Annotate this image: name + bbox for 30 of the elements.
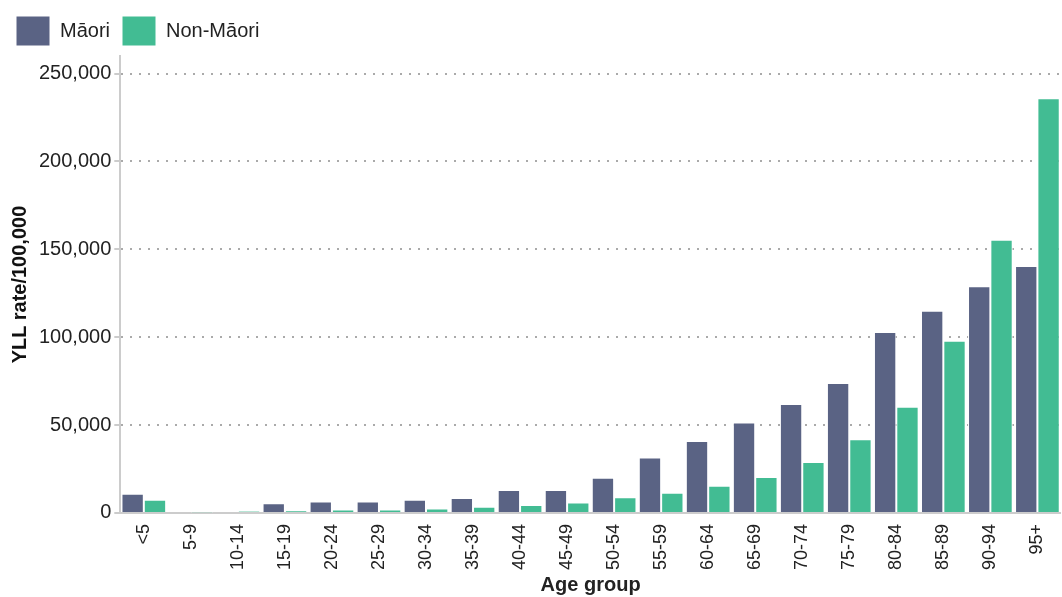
x-tick-label: 10-14 bbox=[226, 523, 247, 571]
x-tick-label: 85-89 bbox=[932, 523, 953, 571]
x-tick-label: 50-54 bbox=[603, 523, 624, 571]
y-tick-label: 200,000 bbox=[39, 148, 112, 171]
x-tick-label: 90-94 bbox=[979, 523, 1000, 571]
x-tick-label: 60-64 bbox=[697, 523, 718, 571]
x-tick-label: 30-34 bbox=[414, 523, 435, 571]
y-tick-label: 50,000 bbox=[50, 412, 112, 435]
x-tick-label: 15-19 bbox=[273, 523, 294, 571]
y-tick-label: 150,000 bbox=[39, 236, 112, 259]
x-tick-label: 45-49 bbox=[556, 523, 577, 571]
x-axis-title: Age group bbox=[540, 572, 641, 595]
y-tick-label: 250,000 bbox=[39, 61, 112, 84]
legend-label: Māori bbox=[60, 18, 111, 41]
x-tick-label: 20-24 bbox=[320, 523, 341, 571]
x-tick-label: 95+ bbox=[1026, 523, 1047, 555]
x-tick-label: 55-59 bbox=[650, 523, 671, 571]
x-tick-label: 65-69 bbox=[744, 523, 765, 571]
y-tick-label: 0 bbox=[100, 500, 112, 523]
x-tick-label: 40-44 bbox=[509, 523, 530, 571]
x-tick-label: 25-29 bbox=[367, 523, 388, 571]
legend-label: Non-Māori bbox=[166, 18, 260, 41]
x-tick-label: 80-84 bbox=[885, 523, 906, 571]
x-tick-label: 5-9 bbox=[179, 523, 200, 550]
y-tick-label: 100,000 bbox=[39, 324, 112, 347]
x-tick-label: 70-74 bbox=[791, 523, 812, 571]
x-tick-label: 35-39 bbox=[462, 523, 482, 571]
x-tick-label: 75-79 bbox=[838, 523, 859, 571]
x-tick-label: <5 bbox=[132, 523, 153, 545]
y-axis-title: YLL rate/100,000 bbox=[7, 205, 30, 364]
